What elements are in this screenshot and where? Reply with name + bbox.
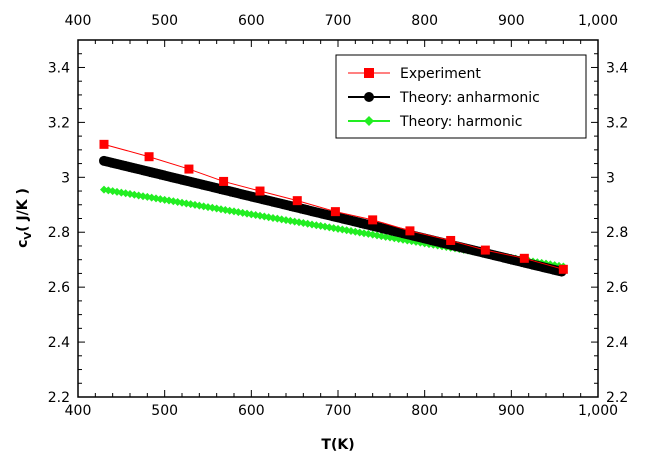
- experiment-point: [99, 139, 109, 149]
- legend-swatch-marker: [364, 116, 374, 126]
- y-axis-title-main: c: [15, 240, 31, 248]
- x-tick-label: 600: [238, 403, 265, 419]
- experiment-point: [330, 207, 340, 217]
- y-tick-label-right: 2.6: [606, 280, 628, 296]
- y-tick-label-right: 2.4: [606, 335, 628, 351]
- y-tick-label-right: 2.2: [606, 390, 628, 406]
- experiment-point: [446, 235, 456, 245]
- experiment-point: [368, 215, 378, 225]
- experiment-point: [405, 226, 415, 236]
- legend-swatch-marker: [364, 92, 374, 102]
- x-tick-label-top: 1,000: [578, 13, 618, 29]
- axis-tick-labels: 400 400 500 500 600 600 700 700 800 800 900 900 1,00…: [48, 13, 629, 419]
- y-tick-label: 3.2: [48, 115, 70, 131]
- x-tick-label-top: 400: [65, 13, 92, 29]
- x-axis-title: T(K): [321, 437, 354, 453]
- y-axis-title-sub: V: [23, 232, 34, 240]
- y-tick-label: 2.6: [48, 280, 70, 296]
- axis-ticks: [77, 39, 599, 398]
- y-tick-label: 2.2: [48, 390, 70, 406]
- x-tick-label: 900: [498, 403, 525, 419]
- x-tick-label-top: 800: [411, 13, 438, 29]
- y-tick-label: 3: [61, 170, 70, 186]
- experiment-point: [255, 186, 265, 196]
- y-tick-label-right: 3.4: [606, 60, 628, 76]
- x-tick-label: 1,000: [578, 403, 618, 419]
- legend-label: Experiment: [400, 66, 481, 82]
- x-tick-label-top: 600: [238, 13, 265, 29]
- x-tick-label: 400: [65, 403, 92, 419]
- x-tick-label: 800: [411, 403, 438, 419]
- experiment-point: [480, 245, 490, 255]
- x-tick-label: 500: [151, 403, 178, 419]
- x-tick-label-top: 700: [325, 13, 352, 29]
- y-tick-label: 2.4: [48, 335, 70, 351]
- experiment-point: [184, 164, 194, 174]
- experiment-point: [219, 176, 229, 186]
- legend-swatch-marker: [364, 68, 374, 78]
- y-tick-label: 2.8: [48, 225, 70, 241]
- legend-label: Theory: anharmonic: [399, 90, 540, 106]
- y-tick-label-right: 3: [606, 170, 615, 186]
- legend-item: Theory: anharmonic: [348, 90, 540, 106]
- y-axis-title-rest: ( J/K ): [15, 188, 31, 232]
- y-tick-label-right: 2.8: [606, 225, 628, 241]
- x-tick-label: 700: [325, 403, 352, 419]
- experiment-point: [519, 253, 529, 263]
- legend: Experiment Theory: anharmonic Theory: harm…: [335, 54, 587, 139]
- x-tick-label-top: 900: [498, 13, 525, 29]
- experiment-point: [144, 152, 154, 162]
- series-layer: [99, 139, 568, 277]
- x-tick-label-top: 500: [151, 13, 178, 29]
- legend-items: Experiment Theory: anharmonic Theory: harm…: [348, 66, 540, 130]
- legend-item: Experiment: [348, 66, 481, 82]
- y-tick-label: 3.4: [48, 60, 70, 76]
- experiment-point: [558, 264, 568, 274]
- harmonic-point: [121, 189, 130, 198]
- y-axis-title: cV( J/K ): [15, 188, 34, 248]
- legend-label: Theory: harmonic: [399, 114, 522, 130]
- experiment-series: [99, 139, 568, 274]
- legend-item: Theory: harmonic: [348, 114, 522, 130]
- y-tick-label-right: 3.2: [606, 115, 628, 131]
- experiment-point: [292, 196, 302, 206]
